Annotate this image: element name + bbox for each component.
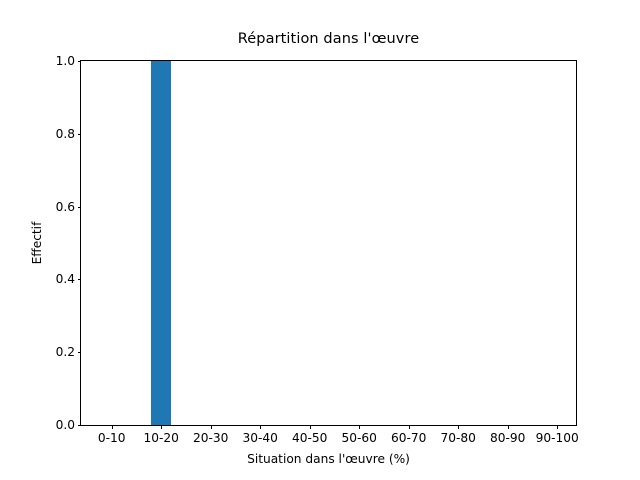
x-axis-tick — [507, 425, 509, 429]
x-axis-label: Situation dans l'œuvre (%) — [247, 452, 410, 466]
y-axis-tick-label: 1.0 — [55, 54, 75, 68]
x-axis-tick-label: 40-50 — [291, 431, 328, 445]
x-axis-tick — [557, 425, 559, 429]
bar — [151, 61, 172, 425]
plot-area: 0-10 10-20 20-30 30-40 40-50 50-60 60-70 70-80 8… — [56, 54, 579, 445]
x-axis-tick — [210, 425, 212, 429]
x-axis-tick-label: 70-80 — [440, 431, 476, 445]
x-axis-tick — [458, 425, 460, 429]
y-axis-tick — [77, 206, 81, 208]
chart-title: Répartition dans l'œuvre — [237, 31, 420, 47]
x-axis-tick-label: 50-60 — [341, 431, 377, 445]
y-axis-tick — [77, 133, 81, 135]
y-axis-tick-label: 0.8 — [55, 126, 75, 141]
x-axis-tick — [111, 425, 113, 429]
x-axis-tick — [408, 425, 410, 429]
x-axis-tick-label: 0-10 — [97, 431, 126, 445]
y-axis-tick-label: 0.4 — [55, 272, 75, 287]
x-axis-tick-label: 10-20 — [143, 431, 179, 445]
x-axis-tick — [309, 425, 311, 429]
y-axis-tick — [77, 352, 81, 354]
y-axis-tick-label: 0.6 — [55, 199, 75, 214]
y-axis-tick-label: 0.2 — [55, 345, 75, 360]
y-axis-tick — [77, 425, 81, 427]
x-axis-tick-label: 80-90 — [489, 431, 526, 445]
x-axis-tick-label: 90-100 — [535, 431, 579, 445]
y-axis-tick — [77, 61, 81, 63]
x-axis-tick-label: 30-40 — [242, 431, 278, 445]
x-axis-tick — [161, 425, 163, 429]
y-axis-tick — [77, 279, 81, 281]
y-axis-tick-label: 0.0 — [55, 418, 75, 432]
x-axis-tick — [359, 425, 361, 429]
x-axis-tick-label: 60-70 — [390, 431, 427, 445]
x-axis-tick-label: 20-30 — [192, 431, 229, 445]
y-axis-label: Effectif — [30, 221, 44, 265]
plot-axes: 0-10 10-20 20-30 30-40 40-50 50-60 60-70 70-80 8… — [56, 54, 579, 445]
x-axis-tick — [260, 425, 262, 429]
